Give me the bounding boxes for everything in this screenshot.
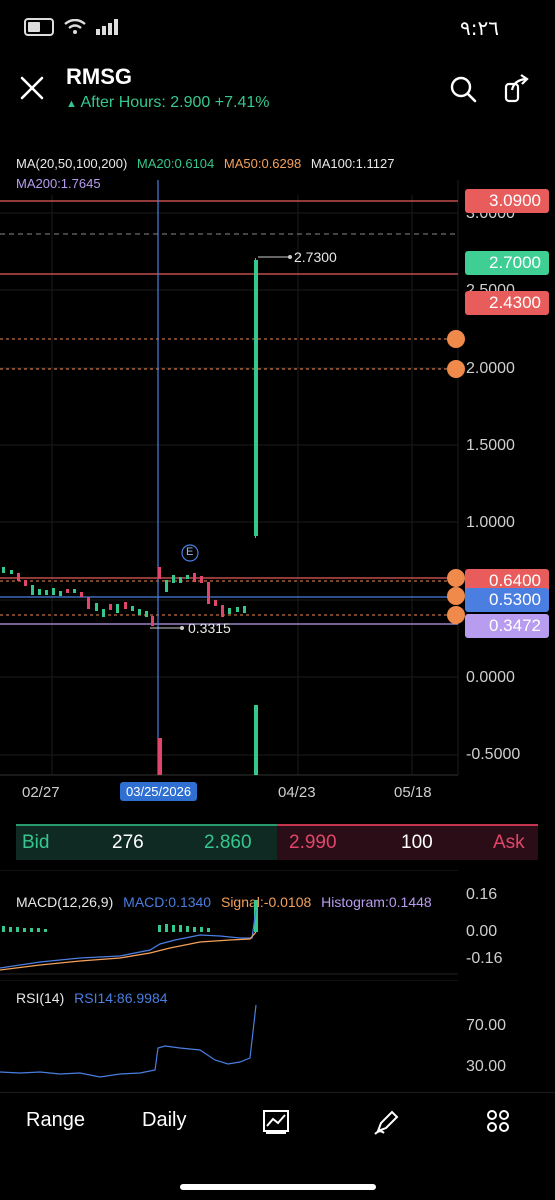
alert-bell-icons[interactable] bbox=[447, 330, 465, 624]
price-tag-current: 2.7000 bbox=[465, 251, 549, 275]
bid-ask-bar[interactable]: Bid 276 2.860 2.990 100 Ask bbox=[16, 824, 538, 860]
macd-value: MACD:0.1340 bbox=[123, 894, 212, 910]
price-chart[interactable] bbox=[0, 0, 555, 800]
price-tag-0347[interactable]: 0.3472 bbox=[465, 614, 549, 638]
share-icon[interactable] bbox=[502, 74, 532, 104]
range-button[interactable]: Range bbox=[26, 1109, 85, 1131]
ask-panel[interactable]: 2.990 100 Ask bbox=[277, 824, 538, 860]
price-tag-3090[interactable]: 3.0900 bbox=[465, 189, 549, 213]
macd-axis-mid: 0.00 bbox=[466, 923, 498, 940]
earnings-event-marker[interactable] bbox=[181, 544, 199, 562]
selected-date: 03/25/2026 bbox=[120, 782, 198, 801]
battery-icon bbox=[24, 18, 54, 36]
after-hours-quote: ▲ After Hours: 2.900 +7.41% bbox=[66, 94, 269, 112]
rsi-axis-30: 30.00 bbox=[466, 1058, 507, 1075]
rsi-chart[interactable] bbox=[0, 980, 458, 1080]
ma20-value: MA20:0.6104 bbox=[136, 156, 215, 171]
date-label-3: 04/23 bbox=[278, 784, 316, 801]
clock: ٩:٢٦ bbox=[460, 16, 499, 40]
bid-size: 276 bbox=[112, 832, 144, 853]
axis-label-neg-0-5: -0.5000 bbox=[466, 746, 521, 763]
draw-icon[interactable] bbox=[372, 1107, 402, 1137]
bottom-toolbar: Range Daily bbox=[0, 1092, 555, 1153]
macd-histogram-bars bbox=[2, 900, 258, 932]
price-tag-0530[interactable]: 0.5300 bbox=[465, 588, 549, 612]
rsi-axis-70: 70.00 bbox=[466, 1017, 507, 1034]
axis-label-2: 2.0000 bbox=[466, 360, 515, 377]
close-icon[interactable] bbox=[18, 74, 46, 102]
ask-price: 2.990 bbox=[289, 832, 337, 853]
home-indicator[interactable] bbox=[180, 1184, 376, 1190]
status-bar: ٩:٢٦ bbox=[0, 14, 555, 46]
indicator-icon[interactable] bbox=[262, 1109, 290, 1135]
wifi-icon bbox=[64, 19, 86, 34]
ma100-value: MA100:1.1127 bbox=[310, 156, 395, 171]
rsi-value: RSI14:86.9984 bbox=[74, 990, 168, 1006]
earnings-event-label: E bbox=[186, 546, 194, 558]
daily-button[interactable]: Daily bbox=[142, 1109, 187, 1131]
ma-title: MA(20,50,100,200) bbox=[16, 156, 128, 171]
ma-indicator-row: MA(20,50,100,200) MA20:0.6104 MA50:0.629… bbox=[16, 156, 394, 171]
ask-size: 100 bbox=[401, 832, 433, 853]
axis-label-0: 0.0000 bbox=[466, 669, 515, 686]
bid-panel[interactable]: Bid 276 2.860 bbox=[16, 824, 277, 860]
macd-line bbox=[0, 909, 257, 969]
signal-line bbox=[0, 931, 257, 971]
axis-label-1-5: 1.5000 bbox=[466, 437, 515, 454]
ask-label: Ask bbox=[493, 832, 525, 853]
volume-bar-red bbox=[158, 738, 162, 775]
chart-grid bbox=[0, 180, 459, 775]
up-arrow-icon: ▲ bbox=[66, 98, 77, 110]
date-label-4: 05/18 bbox=[394, 784, 432, 801]
date-label-1: 02/27 bbox=[22, 784, 60, 801]
low-annotation: 0.3315 bbox=[188, 620, 231, 636]
signal-icon bbox=[96, 19, 118, 35]
rsi-line bbox=[0, 1004, 257, 1078]
candles bbox=[2, 258, 258, 626]
low-dot bbox=[180, 626, 184, 630]
price-tag-2430[interactable]: 2.4300 bbox=[465, 291, 549, 315]
after-hours-value: 2.900 +7.41% bbox=[170, 94, 270, 111]
macd-axis-top: 0.16 bbox=[466, 886, 498, 903]
macd-legend: MACD(12,26,9) MACD:0.1340 Signal:-0.0108… bbox=[16, 894, 432, 910]
ticker-symbol: RMSG bbox=[66, 64, 132, 89]
macd-title: MACD(12,26,9) bbox=[16, 894, 114, 910]
ma200-row: MA200:1.7645 bbox=[16, 176, 101, 191]
macd-histogram: Histogram:0.1448 bbox=[321, 894, 432, 910]
macd-signal: Signal:-0.0108 bbox=[220, 894, 312, 910]
status-icons bbox=[24, 18, 120, 36]
bid-label: Bid bbox=[22, 832, 50, 853]
axis-label-1: 1.0000 bbox=[466, 514, 515, 531]
high-dot bbox=[288, 255, 292, 259]
ma200-value: MA200:1.7645 bbox=[16, 176, 101, 191]
bid-price: 2.860 bbox=[204, 832, 252, 853]
ma50-value: MA50:0.6298 bbox=[223, 156, 302, 171]
rsi-legend: RSI(14) RSI14:86.9984 bbox=[16, 990, 168, 1006]
macd-chart[interactable] bbox=[0, 870, 458, 976]
grid-menu-icon[interactable] bbox=[486, 1109, 510, 1133]
volume-bar-green bbox=[254, 705, 258, 775]
rsi-title: RSI(14) bbox=[16, 990, 65, 1006]
high-annotation: 2.7300 bbox=[294, 249, 337, 265]
search-icon[interactable] bbox=[448, 74, 478, 104]
macd-axis-bottom: -0.16 bbox=[466, 950, 503, 967]
after-hours-label: After Hours: bbox=[80, 94, 166, 111]
